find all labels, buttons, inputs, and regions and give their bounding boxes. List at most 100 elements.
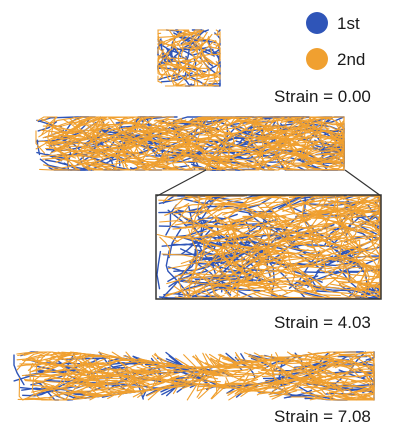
fiber-second [157,34,192,38]
fiber-second [255,257,324,284]
fiber-second [330,377,349,400]
fiber-second [157,60,163,72]
fiber-second [221,226,244,250]
fiber-second [344,386,375,396]
fiber-second [278,280,331,298]
fiber-second [133,142,143,171]
fiber-second [80,134,92,156]
fiber-second [61,120,83,139]
fiber-second [225,116,276,126]
fiber-second [230,365,264,377]
fiber-second [122,362,143,371]
fiber-second [173,375,196,381]
fiber-second [283,355,326,377]
fiber-second [92,121,109,137]
fiber-second [292,264,324,289]
fiber-second [180,47,199,50]
fiber-second [227,242,272,262]
fiber-second [53,142,73,153]
fiber-second [181,382,210,390]
fiber-second [155,119,215,145]
fiber-second [201,82,220,87]
fiber-second [41,149,93,157]
fiber-second [264,280,307,287]
fiber-second [148,125,196,139]
fiber-first [176,226,213,238]
fiber-second [272,144,307,147]
fiber-second [318,355,375,371]
fiber-second [75,161,104,170]
fiber-second [47,130,51,149]
fiber-second [261,213,321,255]
fiber-second [331,224,381,241]
fiber-second [158,68,171,80]
fiber-second [183,167,206,171]
fiber-second [365,216,381,225]
fiber-second [247,136,313,140]
fiber-second [192,227,205,262]
fiber-second [116,372,180,385]
fiber-second [134,137,173,158]
fiber-second [307,236,373,248]
fiber-second [168,147,212,164]
strain-label-2: Strain = 7.08 [274,407,371,426]
fiber-second [173,66,210,69]
legend-dot-2nd [306,48,328,70]
fiber-second [188,29,204,48]
network-strip-strain-7 [13,351,375,401]
fiber-second [205,373,229,376]
fiber-second [153,378,187,384]
fiber-second [214,195,279,206]
fiber-second [361,369,375,398]
fiber-second [340,132,345,136]
fiber-second [272,357,279,382]
fiber-second [130,117,154,130]
fiber-second [50,137,95,145]
fiber-second [182,56,201,61]
fiber-second [300,116,331,125]
fiber-second [111,378,155,383]
fiber-second [320,225,354,231]
fiber-second [225,242,279,278]
fiber-second [103,125,138,131]
fiber-second [224,143,230,164]
fiber-second [271,375,316,389]
fiber-second [45,353,95,369]
fiber-second [334,228,355,241]
fiber-second [284,227,335,236]
fiber-second [154,352,194,368]
fiber-second [257,205,290,231]
fiber-second [157,48,165,60]
fiber-second [156,152,184,160]
fiber-second [200,234,263,244]
fiber-second [48,398,62,401]
fiber-second [192,159,227,171]
fiber-second [196,42,200,55]
fiber-second [178,30,202,35]
fiber-first [156,250,162,290]
fiber-second [204,366,240,374]
legend-label-2nd: 2nd [337,50,366,69]
fiber-second [335,361,358,366]
fiber-second [192,356,254,368]
fiber-second [121,138,170,149]
fiber-second [231,269,261,295]
fiber-second [281,382,304,385]
fiber-second [336,116,345,131]
fiber-second [201,205,222,225]
fiber-second [185,290,199,299]
fiber-second [279,152,317,160]
fiber-second [253,116,289,134]
fiber-second [355,210,380,232]
fiber-second [310,116,338,135]
fiber-second [225,369,280,376]
fiber-second [22,385,55,401]
fiber-second [145,364,177,367]
fiber-second [260,161,277,171]
fiber-second [147,384,186,401]
fiber-second [225,245,259,249]
fiber-second [177,74,188,85]
fiber-first [225,153,279,160]
fiber-second [208,127,257,142]
fiber-second [221,243,244,274]
